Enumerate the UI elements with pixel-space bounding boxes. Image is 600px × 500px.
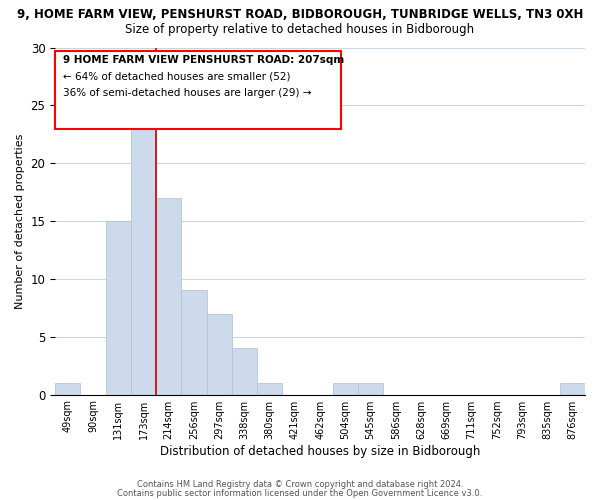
Bar bbox=[206, 314, 232, 394]
Bar bbox=[232, 348, 257, 395]
Text: Contains HM Land Registry data © Crown copyright and database right 2024.: Contains HM Land Registry data © Crown c… bbox=[137, 480, 463, 489]
Bar bbox=[560, 383, 585, 394]
Bar bbox=[332, 383, 358, 394]
Text: 9 HOME FARM VIEW PENSHURST ROAD: 207sqm: 9 HOME FARM VIEW PENSHURST ROAD: 207sqm bbox=[63, 55, 344, 65]
Bar bbox=[106, 221, 131, 394]
Text: ← 64% of detached houses are smaller (52): ← 64% of detached houses are smaller (52… bbox=[63, 72, 290, 82]
Y-axis label: Number of detached properties: Number of detached properties bbox=[15, 134, 25, 308]
Bar bbox=[131, 128, 156, 394]
Bar bbox=[257, 383, 282, 394]
Bar bbox=[55, 383, 80, 394]
Text: Size of property relative to detached houses in Bidborough: Size of property relative to detached ho… bbox=[125, 22, 475, 36]
Text: 9, HOME FARM VIEW, PENSHURST ROAD, BIDBOROUGH, TUNBRIDGE WELLS, TN3 0XH: 9, HOME FARM VIEW, PENSHURST ROAD, BIDBO… bbox=[17, 8, 583, 20]
Bar bbox=[358, 383, 383, 394]
Bar bbox=[181, 290, 206, 395]
FancyBboxPatch shape bbox=[55, 51, 341, 129]
Text: 36% of semi-detached houses are larger (29) →: 36% of semi-detached houses are larger (… bbox=[63, 88, 311, 99]
X-axis label: Distribution of detached houses by size in Bidborough: Distribution of detached houses by size … bbox=[160, 444, 480, 458]
Bar bbox=[156, 198, 181, 394]
Text: Contains public sector information licensed under the Open Government Licence v3: Contains public sector information licen… bbox=[118, 490, 482, 498]
